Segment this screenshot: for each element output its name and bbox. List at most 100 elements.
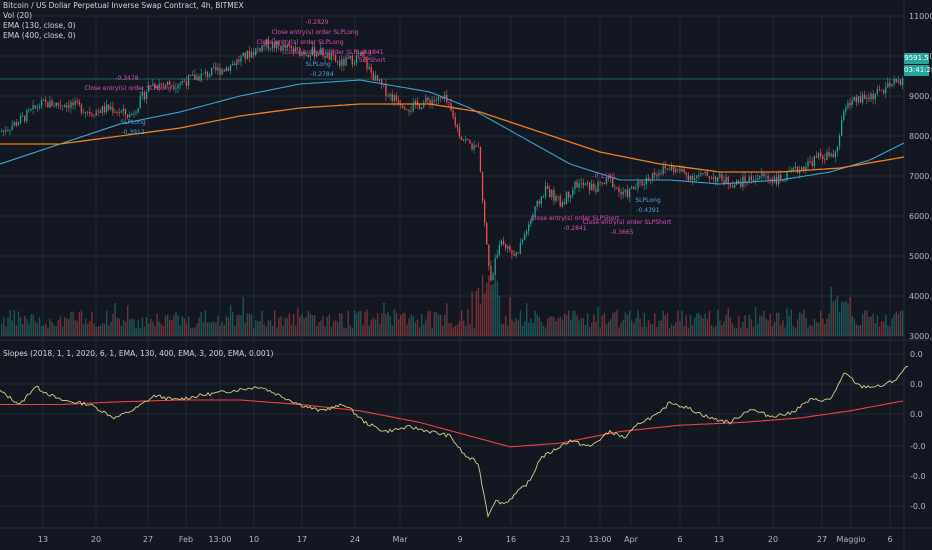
candle-body — [733, 184, 736, 188]
candle-body — [40, 100, 43, 107]
candle-body — [219, 67, 221, 75]
candle-body — [586, 182, 589, 184]
volume-bar — [767, 320, 769, 336]
indicator-vol[interactable]: Vol (20) — [3, 11, 33, 20]
trade-annotation-15: Close entry(s) order SLPShort — [531, 215, 620, 222]
volume-bar — [181, 316, 183, 336]
volume-bar — [148, 323, 150, 336]
volume-bar — [885, 314, 887, 336]
volume-bar — [481, 275, 484, 336]
candle-body — [242, 52, 244, 57]
candles[interactable] — [1, 35, 904, 283]
candle-body — [874, 93, 876, 100]
candle-body — [313, 47, 316, 57]
candle-body — [292, 48, 295, 52]
volume-bar — [736, 327, 738, 336]
candle-body — [792, 167, 794, 171]
candle-body — [769, 178, 771, 180]
indicator-ema400[interactable]: EMA (400, close, 0) — [3, 31, 76, 40]
volume-bar — [540, 321, 543, 336]
candle-body — [89, 111, 91, 114]
candle-body — [410, 110, 412, 112]
volume-bar — [463, 320, 465, 336]
volume-bar — [763, 310, 765, 336]
volume-bar — [681, 310, 683, 336]
candle-body — [421, 107, 423, 109]
candle-body — [45, 99, 47, 102]
volume-bar — [110, 321, 112, 336]
volume-bar — [857, 325, 860, 336]
ema400-line — [0, 103, 905, 173]
volume-bar — [712, 327, 715, 336]
candle-body — [841, 120, 843, 136]
candle-body — [847, 102, 849, 108]
candle-body — [589, 182, 591, 191]
candle-body — [782, 180, 784, 182]
candle-body — [345, 57, 347, 66]
volume-bar — [34, 321, 36, 336]
trade-annotation-11: SLPShort — [359, 57, 387, 64]
volume-bar — [444, 314, 446, 336]
indicator-ema130[interactable]: EMA (130, close, 0) — [3, 21, 76, 30]
candle-body — [563, 202, 566, 205]
volume-bar — [603, 313, 606, 336]
volume-bar — [269, 320, 272, 336]
candle-body — [702, 173, 704, 174]
candle-body — [141, 92, 143, 96]
volume-bar — [320, 320, 322, 336]
candle-body — [416, 101, 419, 105]
candle-body — [349, 55, 351, 59]
candle-body — [169, 81, 171, 86]
candle-body — [784, 180, 786, 182]
volume-bar — [505, 316, 507, 336]
candle-body — [158, 83, 160, 89]
volume-bar — [301, 314, 303, 336]
volume-bar — [99, 325, 102, 336]
candle-body — [813, 156, 815, 167]
volume-bar — [687, 327, 690, 336]
volume-bar — [171, 320, 173, 336]
candle-body — [595, 189, 597, 192]
volume-bar — [786, 308, 788, 336]
volume-bar — [658, 321, 660, 336]
candle-body — [303, 52, 305, 55]
volume-bar — [215, 322, 217, 336]
volume-bar — [475, 290, 477, 336]
candle-body — [244, 52, 246, 59]
slopes-title[interactable]: Slopes (2018, 1, 1, 2020, 6, 1, EMA, 130… — [3, 349, 274, 358]
candle-body — [278, 41, 280, 46]
volume-bar — [815, 322, 818, 336]
candle-body — [721, 174, 723, 181]
candle-body — [351, 55, 353, 65]
volume-bar — [635, 318, 637, 336]
candle-body — [605, 177, 608, 184]
y-tick-label-3: 8000.0 — [909, 132, 932, 141]
volume-bar — [179, 324, 181, 336]
candle-body — [633, 187, 635, 190]
candle-body — [364, 56, 366, 61]
volume-bar — [448, 323, 450, 336]
volume-bar — [387, 312, 389, 336]
volume-bar — [32, 314, 34, 336]
candle-body — [759, 175, 761, 179]
volume-bar — [374, 319, 377, 336]
candle-body — [591, 183, 593, 191]
volume-bar — [318, 322, 320, 336]
candle-body — [143, 92, 146, 99]
volume-bar — [488, 275, 490, 336]
volume-bar — [135, 327, 137, 336]
candle-body — [481, 172, 484, 202]
x-tick-label-4: 13:00 — [208, 535, 231, 544]
candle-body — [297, 47, 299, 49]
volume-bar — [677, 310, 679, 336]
volume-bar — [15, 325, 18, 336]
volume-bar — [834, 299, 837, 336]
volume-bar — [416, 319, 419, 336]
volume-bar — [733, 327, 736, 336]
candle-body — [253, 52, 255, 56]
volume-bar — [664, 315, 666, 336]
volume-bar — [824, 324, 826, 336]
candle-body — [643, 184, 645, 186]
